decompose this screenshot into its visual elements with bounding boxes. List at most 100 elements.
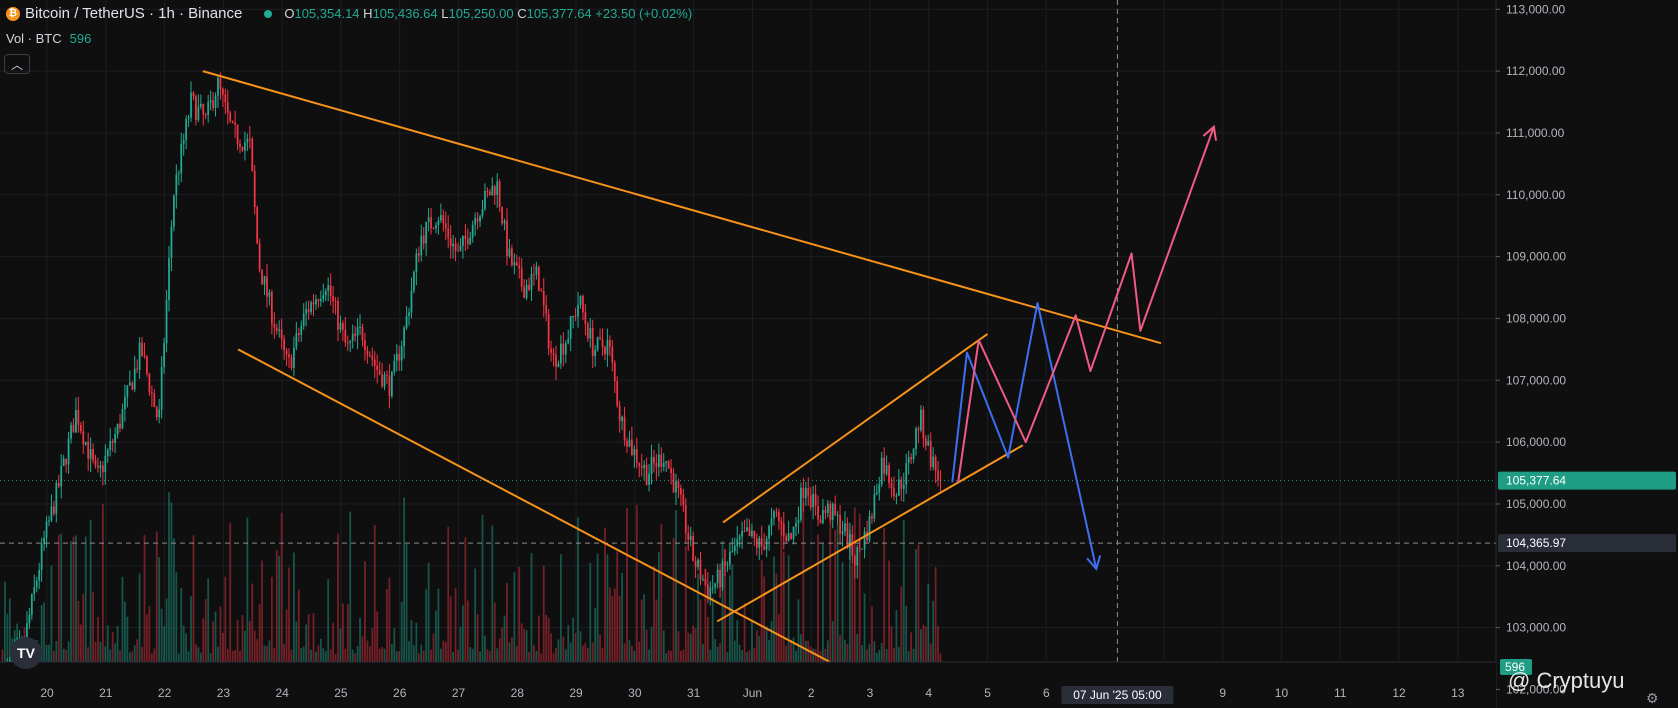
volume-bar: [533, 645, 535, 662]
volume-bar: [138, 573, 141, 662]
volume-bar: [204, 599, 207, 662]
candle-body: [462, 235, 464, 246]
volume-bar: [787, 555, 790, 662]
volume-bar: [376, 611, 379, 662]
volume-bar: [266, 645, 268, 662]
volume-bar: [131, 651, 134, 662]
volume-bar: [143, 534, 146, 662]
volume-bar: [337, 533, 339, 662]
candle-body: [226, 102, 229, 113]
volume-bar: [361, 636, 364, 662]
candle-body: [231, 121, 234, 123]
candle-body: [53, 506, 55, 514]
volume-bar: [170, 502, 173, 662]
candle-body: [285, 350, 288, 355]
volume-bar: [682, 649, 685, 662]
gear-icon[interactable]: ⚙: [1646, 690, 1659, 706]
candle-body: [488, 191, 491, 196]
candle-body: [503, 220, 506, 224]
volume-bar: [800, 634, 802, 662]
candle-body: [60, 466, 63, 487]
candle-body: [136, 368, 139, 370]
volume-bar: [229, 522, 232, 662]
volume-bar: [124, 601, 126, 662]
volume-bar: [231, 650, 234, 662]
candle-body: [934, 456, 937, 471]
candle-body: [55, 483, 58, 514]
volume-bar: [241, 615, 244, 662]
symbol-title[interactable]: Bitcoin / TetherUS · 1h · Binance: [25, 5, 243, 22]
candle-body: [924, 438, 927, 446]
candle-body: [364, 340, 366, 351]
candle-body: [525, 284, 528, 299]
volume-bar: [386, 588, 388, 662]
volume-bar: [856, 633, 859, 662]
volume-bar: [378, 648, 381, 662]
volume-bar: [520, 623, 523, 662]
tradingview-logo-icon[interactable]: TV: [10, 637, 42, 669]
candle-body: [413, 271, 415, 291]
candle-body: [84, 442, 87, 445]
volume-bar: [359, 617, 361, 662]
volume-bar: [547, 618, 550, 662]
volume-bar: [258, 603, 261, 662]
volume-bar: [844, 639, 846, 662]
chart-header: ₿ Bitcoin / TetherUS · 1h · Binance O105…: [6, 5, 692, 22]
volume-bar: [849, 529, 851, 662]
volume-bar: [317, 645, 320, 662]
candle-body: [253, 170, 256, 208]
volume-bar: [506, 583, 508, 662]
volume-bar: [150, 653, 153, 662]
volume-bar: [251, 583, 254, 662]
bearish-path-arrowhead: [1086, 555, 1102, 571]
volume-bar: [339, 628, 342, 662]
volume-bar: [253, 630, 256, 662]
volume-bar: [141, 646, 143, 662]
candle-body: [648, 473, 650, 485]
volume-bar: [437, 588, 440, 662]
volume-bar: [297, 589, 300, 662]
candle-body: [844, 523, 846, 532]
candle-body: [146, 356, 148, 374]
candle-body: [861, 548, 864, 550]
candle-body: [856, 547, 859, 566]
chevron-up-icon[interactable]: ︿: [4, 54, 30, 74]
volume-bar: [741, 650, 744, 662]
candle-body: [547, 313, 550, 349]
volume-bar: [234, 649, 237, 662]
volume-bar: [435, 610, 437, 662]
candle-body: [141, 342, 143, 356]
volume-bar: [689, 633, 692, 662]
candle-body: [256, 207, 259, 244]
volume-bar: [119, 650, 121, 662]
volume-bar: [706, 617, 709, 662]
candle-body: [491, 186, 494, 196]
volume-bar: [702, 644, 704, 662]
volume-bar: [939, 653, 942, 662]
candle-body: [300, 325, 303, 335]
volume-bar: [515, 646, 518, 662]
candle-body: [70, 424, 72, 439]
candle-body: [893, 488, 895, 497]
candle-body: [665, 461, 668, 464]
candle-body: [667, 461, 670, 469]
volume-bar: [743, 602, 746, 662]
candle-body: [192, 92, 195, 97]
volume-bar: [518, 566, 521, 662]
candle-body: [670, 468, 672, 474]
candle-body: [324, 290, 327, 296]
candle-body: [871, 516, 873, 519]
volume-bar: [329, 649, 332, 662]
volume-tag-label: 596: [1505, 660, 1525, 674]
volume-bar: [307, 614, 310, 662]
volume-bar: [574, 633, 577, 662]
volume-bar: [662, 630, 665, 662]
volume-bar: [721, 540, 724, 662]
candle-body: [346, 342, 349, 344]
candle-body: [728, 551, 731, 565]
volume-bar: [782, 551, 785, 662]
volume-bar: [684, 546, 687, 662]
candle-body: [170, 226, 173, 259]
candle-body: [109, 441, 112, 450]
